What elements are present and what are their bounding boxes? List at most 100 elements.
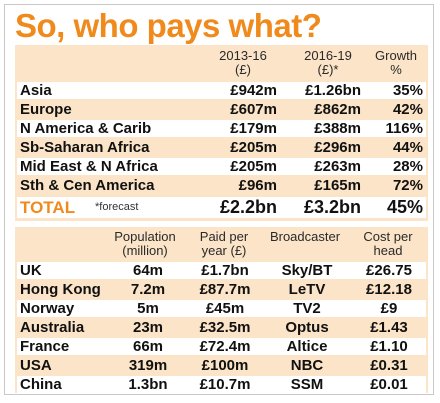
growth-value: 35% [392,82,423,99]
page-title: So, who pays what? [15,7,322,44]
period2-value: £862m [314,101,361,118]
header-period2-line2: (£)* [317,62,339,77]
cost-value: £9 [380,300,398,317]
infographic-card: So, who pays what? 2013-16 (£) 2016-19 (… [4,4,434,395]
period2-value: £296m [314,139,361,156]
cost-value: £0.31 [370,357,408,374]
country-name: Norway [20,300,75,317]
period1-value: £607m [230,101,277,118]
paid-value: £10.7m [199,376,251,393]
growth-value: 42% [392,101,423,118]
growth-value: 44% [392,139,423,156]
header-cost-line1: Cost per [363,229,413,244]
header-paid-line2: year (£) [201,243,247,258]
paid-value: £45m [205,300,245,317]
header-cost: Cost per head [351,230,425,258]
cost-value: £12.18 [366,281,412,298]
region-name: N America & Carib [20,120,152,137]
header-period1: 2013-16 (£) [208,49,278,77]
table-row: N America & Carib £179m £388m 116% [17,120,426,137]
country-name: Hong Kong [20,281,101,298]
total-label: TOTAL [20,198,76,217]
header-cost-line2: head [373,243,403,258]
header-period1-line2: (£) [235,62,251,77]
period1-value: £205m [230,139,277,156]
cost-value: £1.10 [370,338,408,355]
header-growth: Growth % [367,49,425,77]
broadcaster-value: Sky/BT [281,262,333,279]
population-value: 1.3bn [128,376,168,393]
paid-value: £1.7bn [201,262,249,279]
total-growth: 45% [386,197,423,217]
cost-value: £26.75 [366,262,412,279]
period1-value: £179m [230,120,277,137]
total-period2: £3.2bn [303,197,361,217]
period2-value: £165m [314,177,361,194]
header-paid-line1: Paid per [199,229,249,244]
population-value: 7.2m [130,281,166,298]
broadcaster-value: Altice [286,338,328,355]
paid-value: £32.5m [199,319,251,336]
total-row: TOTAL *forecast £2.2bn £3.2bn 45% [17,197,426,218]
cost-value: £1.43 [370,319,408,336]
period1-value: £205m [230,158,277,175]
table-row: UK 64m £1.7bn Sky/BT £26.75 [17,262,426,279]
table-row: USA 319m £100m NBC £0.31 [17,357,426,374]
table-row: Sb-Saharan Africa £205m £296m 44% [17,139,426,156]
header-period2-line1: 2016-19 [304,48,352,63]
header-broadcaster: Broadcaster [262,230,348,244]
header-population-line2: (million) [122,243,168,258]
paid-value: £72.4m [199,338,251,355]
cost-value: £0.01 [370,376,408,393]
period1-value: £942m [230,82,277,99]
population-value: 5m [137,300,159,317]
header-growth-line2: % [390,62,402,77]
region-name: Mid East & N Africa [20,158,158,175]
population-value: 319m [128,357,168,374]
countries-table: Population (million) Paid per year (£) B… [15,227,428,393]
table-row: Europe £607m £862m 42% [17,101,426,118]
table-row: Sth & Cen America £96m £165m 72% [17,177,426,194]
broadcaster-value: Optus [285,319,329,336]
header-paid: Paid per year (£) [189,230,259,258]
broadcaster-value: SSM [290,376,324,393]
table-row: Mid East & N Africa £205m £263m 28% [17,158,426,175]
country-name: France [20,338,70,355]
broadcaster-value: TV2 [293,300,321,317]
total-period1: £2.2bn [219,197,277,217]
regions-table: 2013-16 (£) 2016-19 (£)* Growth % Asia £… [15,45,428,221]
growth-value: 72% [392,177,423,194]
population-value: 23m [132,319,164,336]
region-name: Asia [20,82,52,99]
table-row: Norway 5m £45m TV2 £9 [17,300,426,317]
growth-value: 28% [392,158,423,175]
country-name: UK [20,262,42,279]
period2-value: £388m [314,120,361,137]
forecast-note: *forecast [95,201,139,213]
header-period1-line1: 2013-16 [219,48,267,63]
population-value: 64m [132,262,164,279]
region-name: Sth & Cen America [20,177,155,194]
region-name: Europe [20,101,72,118]
period2-value: £1.26bn [305,82,361,99]
period2-value: £263m [314,158,361,175]
paid-value: £87.7m [199,281,251,298]
country-name: USA [20,357,52,374]
period1-value: £96m [238,177,277,194]
header-period2: 2016-19 (£)* [290,49,366,77]
table-row: China 1.3bn £10.7m SSM £0.01 [17,376,426,393]
growth-value: 116% [385,120,423,137]
header-population: Population (million) [105,230,185,258]
table-row: France 66m £72.4m Altice £1.10 [17,338,426,355]
header-broadcaster-line1: Broadcaster [269,229,341,244]
header-growth-line1: Growth [375,48,417,63]
paid-value: £100m [201,357,249,374]
broadcaster-value: LeTV [288,281,326,298]
population-value: 66m [132,338,164,355]
country-name: China [20,376,62,393]
table-row: Hong Kong 7.2m £87.7m LeTV £12.18 [17,281,426,298]
table-row: Asia £942m £1.26bn 35% [17,82,426,99]
country-name: Australia [20,319,85,336]
header-population-line1: Population [114,229,176,244]
region-name: Sb-Saharan Africa [20,139,150,156]
